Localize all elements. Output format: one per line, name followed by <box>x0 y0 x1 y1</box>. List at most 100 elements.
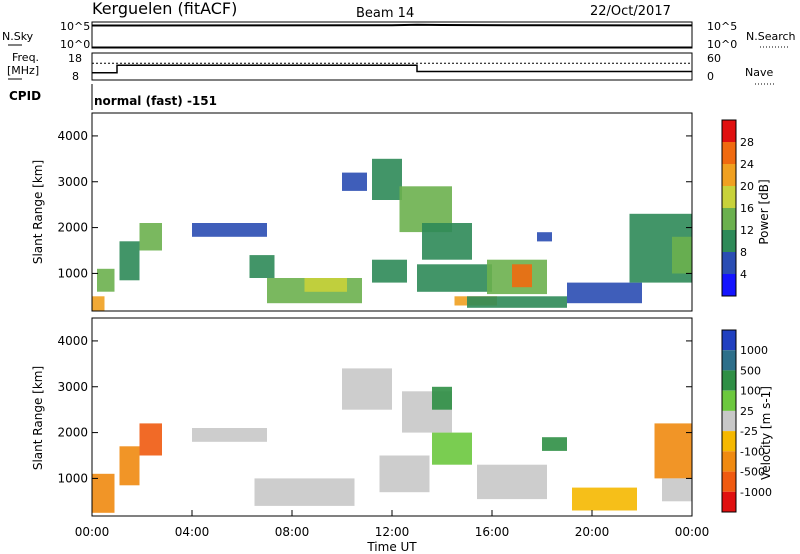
velocity-colorbar-swatch-0 <box>722 330 736 351</box>
power-colorbar: 4 8 12 16 20 24 28 <box>721 119 754 297</box>
nsky-tick-top: 10^5 <box>60 20 90 33</box>
power-colorbar-frame <box>721 119 737 297</box>
power-colorbar-swatch-0 <box>722 274 736 296</box>
power-colorbar-tick-6: 28 <box>740 136 754 149</box>
date-title: 22/Oct/2017 <box>590 4 671 19</box>
nsky-label: N.Sky <box>2 30 34 43</box>
velocity-colorbar-tick-3: 25 <box>740 405 754 418</box>
power-cell-0 <box>92 296 105 311</box>
freq-tick-bottom: 8 <box>72 70 79 83</box>
power-cell-8 <box>342 172 367 191</box>
power-colorbar-swatch-6 <box>722 142 736 164</box>
cpid-text: normal (fast) -151 <box>94 94 217 108</box>
velocity-y-label: Slant Range [km] <box>31 366 45 470</box>
velocity-cell-5 <box>342 368 392 410</box>
power-cell-11 <box>372 259 407 283</box>
velocity-colorbar-tick-2: 100 <box>740 385 761 398</box>
power-colorbar-label: Power [dB] <box>757 179 771 244</box>
nsearch-tick-bottom: 10^0 <box>707 38 737 51</box>
power-colorbar-tick-1: 8 <box>740 246 747 259</box>
power-colorbar-tick-4: 20 <box>740 180 754 193</box>
power-cell-1 <box>97 268 115 292</box>
freq-label-line1: Freq. <box>12 51 39 64</box>
power-cell-7 <box>304 278 347 292</box>
power-regions <box>92 158 692 311</box>
time-tick-label-0: 00:00 <box>75 525 110 539</box>
power-colorbar-swatch-7 <box>722 120 736 142</box>
nave-tick-top: 60 <box>707 52 721 65</box>
velocity-colorbar-tick-4: -25 <box>740 425 758 438</box>
velocity-panel: 1000 2000 3000 4000 00:00 04:00 08:00 12:00 16:… <box>31 317 710 554</box>
velocity-cell-14 <box>662 478 692 502</box>
velocity-cell-11 <box>542 437 567 451</box>
power-cell-15 <box>512 264 532 288</box>
nsky-tick-bottom: 10^0 <box>60 38 90 51</box>
time-x-label: Time UT <box>366 540 417 554</box>
power-colorbar-swatch-3 <box>722 208 736 230</box>
power-ytick-label-3: 4000 <box>57 129 88 143</box>
freq-panel-frame <box>91 52 693 81</box>
velocity-cell-13 <box>654 423 692 479</box>
power-cell-3 <box>139 223 162 251</box>
nsearch-label: N.Search <box>746 30 796 43</box>
power-y-label: Slant Range [km] <box>31 160 45 264</box>
time-tick-label-6: 00:00 <box>675 525 710 539</box>
nsky-panel: N.Sky 10^5 10^0 10^5 10^0 N.Search <box>2 20 796 51</box>
velocity-cell-3 <box>192 428 267 442</box>
power-cell-21 <box>672 236 692 274</box>
nave-label: Nave <box>745 66 773 79</box>
power-cell-4 <box>192 223 267 237</box>
velocity-colorbar-swatch-6 <box>722 451 736 472</box>
power-cell-12 <box>422 223 472 260</box>
nsky-series-line <box>91 23 693 27</box>
velocity-colorbar-tick-1: 500 <box>740 364 761 377</box>
beam-title: Beam 14 <box>356 6 414 21</box>
velocity-cell-1 <box>119 446 140 486</box>
power-cell-19 <box>567 282 642 304</box>
power-colorbar-swatch-4 <box>722 186 736 208</box>
velocity-y-axis: 1000 2000 3000 4000 <box>57 334 692 485</box>
velocity-colorbar-swatch-5 <box>722 431 736 452</box>
power-cell-17 <box>467 296 567 308</box>
power-y-axis: 1000 2000 3000 4000 <box>57 129 692 280</box>
power-colorbar-tick-5: 24 <box>740 158 754 171</box>
power-panel-frame <box>91 112 693 312</box>
velocity-ytick-label-3: 4000 <box>57 334 88 348</box>
power-colorbar-tick-0: 4 <box>740 268 747 281</box>
time-x-axis: 00:00 04:00 08:00 12:00 16:00 20:00 00:00 <box>75 510 710 539</box>
nave-tick-bottom: 0 <box>707 70 714 83</box>
time-tick-label-3: 12:00 <box>375 525 410 539</box>
power-ytick-label-2: 3000 <box>57 175 88 189</box>
velocity-ytick-label-0: 1000 <box>57 471 88 485</box>
velocity-cell-2 <box>139 423 162 456</box>
velocity-colorbar-frame <box>721 329 737 513</box>
power-ytick-label-0: 1000 <box>57 266 88 280</box>
freq-tick-top: 18 <box>68 52 82 65</box>
power-colorbar-swatch-1 <box>722 252 736 274</box>
velocity-ytick-label-2: 3000 <box>57 380 88 394</box>
freq-panel: Freq. [MHz] 18 8 60 0 Nave <box>7 51 775 85</box>
power-cell-2 <box>119 241 140 281</box>
velocity-cell-0 <box>92 473 115 513</box>
freq-label-line2: [MHz] <box>7 64 39 77</box>
velocity-colorbar-swatch-1 <box>722 350 736 371</box>
freq-series-line <box>92 64 692 74</box>
power-cell-13 <box>417 264 492 292</box>
nsearch-tick-top: 10^5 <box>707 20 737 33</box>
velocity-colorbar-swatch-4 <box>722 410 736 432</box>
velocity-colorbar-tick-7: -1000 <box>740 486 772 499</box>
velocity-colorbar-swatch-7 <box>722 471 736 492</box>
time-tick-label-1: 04:00 <box>175 525 210 539</box>
velocity-ytick-label-1: 2000 <box>57 426 88 440</box>
velocity-colorbar: 1000 500 100 25 -25 -100 -500 -1000 <box>721 329 772 513</box>
time-tick-label-4: 16:00 <box>475 525 510 539</box>
station-title: Kerguelen (fitACF) <box>92 0 237 18</box>
power-colorbar-swatch-2 <box>722 230 736 252</box>
velocity-colorbar-swatch-8 <box>722 491 736 512</box>
velocity-cell-10 <box>477 464 547 500</box>
cpid-label: CPID <box>9 89 41 103</box>
nsky-panel-frame <box>91 21 693 49</box>
velocity-colorbar-swatch-3 <box>722 390 736 411</box>
power-cell-5 <box>249 255 275 278</box>
